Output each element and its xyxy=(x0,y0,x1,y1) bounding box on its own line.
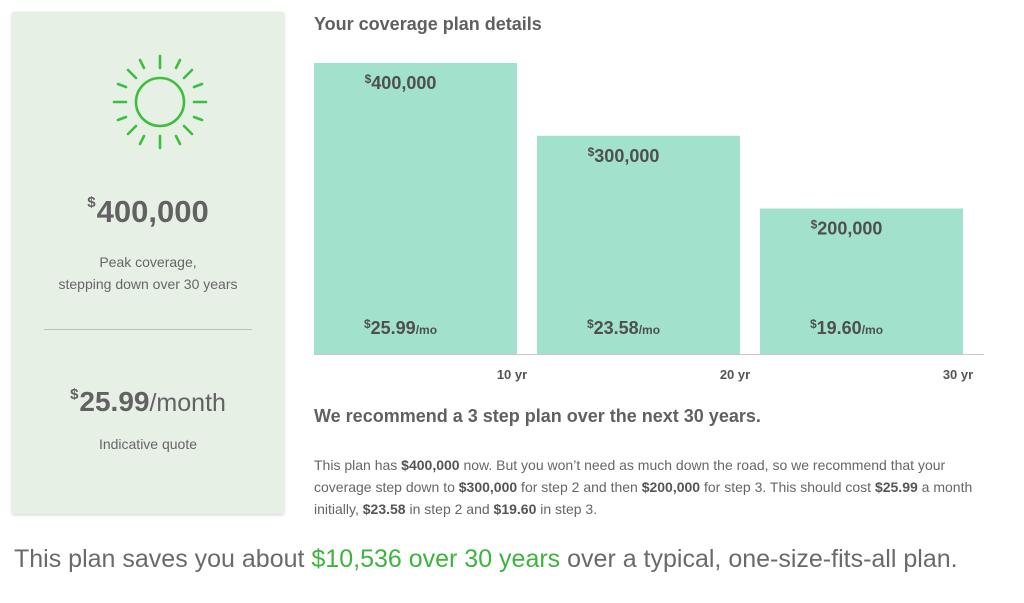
rec-text: This plan has xyxy=(314,457,402,473)
rec-emphasis: $25.99 xyxy=(874,479,918,495)
bar-monthly-label: $25.99/mo xyxy=(364,317,437,338)
currency-symbol: $ xyxy=(87,194,96,211)
divider xyxy=(44,329,252,330)
bar-monthly-label: $19.60/mo xyxy=(810,317,883,338)
x-tick-label: 30 yr xyxy=(943,367,973,382)
rec-emphasis: $300,000 xyxy=(458,479,518,495)
rec-emphasis: $23.58 xyxy=(362,501,406,517)
chart-bar xyxy=(760,208,963,354)
recommendation-title: We recommend a 3 step plan over the next… xyxy=(314,406,761,426)
monthly-quote: $25.99/month xyxy=(12,386,284,418)
savings-highlight: $10,536 over 30 years xyxy=(311,545,561,573)
rec-text: a month initially, xyxy=(314,479,973,517)
coverage-summary-card: $400,000 Peak coverage, stepping down ov… xyxy=(12,12,284,514)
rec-text: for step 2 and then xyxy=(517,479,642,495)
quote-caption: Indicative quote xyxy=(98,436,198,452)
recommendation-body: This plan has $400,000 now. But you won’… xyxy=(314,454,994,520)
rec-text: now. But you won’t need as much down the… xyxy=(314,457,946,495)
rec-text: in step 3. xyxy=(536,501,598,517)
rec-emphasis: $400,000 xyxy=(401,457,460,473)
coverage-step-chart: $400,000 $25.99/mo 10 yr $300,000 $23.58/mo 2… xyxy=(314,50,986,390)
peak-coverage-value: 400,000 xyxy=(96,194,209,229)
sun-icon xyxy=(112,54,208,150)
savings-statement: This plan saves you about $10,536 over 3… xyxy=(14,545,1014,574)
bar-coverage-label: $300,000 xyxy=(588,145,660,166)
x-tick-label: 20 yr xyxy=(720,367,750,382)
rec-text: in step 2 and xyxy=(405,501,494,517)
chart-svg: $400,000 $25.99/mo 10 yr $300,000 $23.58/mo 2… xyxy=(314,63,984,382)
peak-coverage-amount: $400,000 xyxy=(12,194,284,230)
savings-text: over a typical, one-size-fits-all plan. xyxy=(560,545,958,573)
section-title: Your coverage plan details xyxy=(314,14,542,34)
peak-caption-line-1: Peak coverage, xyxy=(99,254,197,270)
bar-coverage-label: $400,000 xyxy=(365,72,437,93)
chart-bar xyxy=(537,135,740,354)
rec-text: for step 3. This should cost xyxy=(700,479,875,495)
monthly-quote-value: 25.99 xyxy=(79,386,150,417)
peak-coverage-caption: Peak coverage, stepping down over 30 yea… xyxy=(12,251,284,295)
peak-caption-line-2: stepping down over 30 years xyxy=(58,276,238,292)
currency-symbol: $ xyxy=(70,386,79,403)
chart-bar xyxy=(314,63,517,354)
bar-monthly-label: $23.58/mo xyxy=(587,317,660,338)
x-tick-label: 10 yr xyxy=(497,367,527,382)
rec-emphasis: $19.60 xyxy=(493,501,537,517)
savings-text: This plan saves you about xyxy=(14,545,312,573)
rec-emphasis: $200,000 xyxy=(641,479,701,495)
bar-coverage-label: $200,000 xyxy=(811,218,883,239)
monthly-unit: /month xyxy=(149,389,226,417)
